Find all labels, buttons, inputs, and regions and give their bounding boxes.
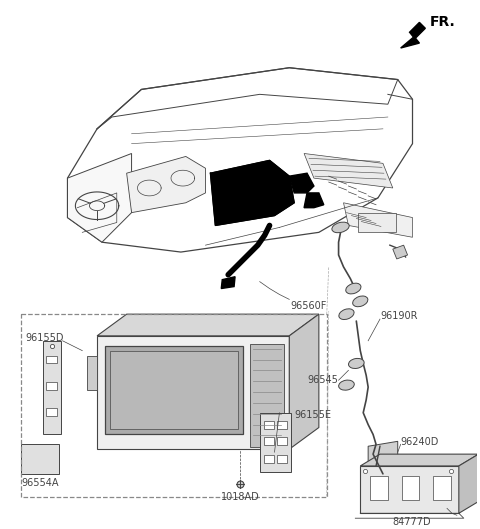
Text: 96155E: 96155E xyxy=(294,410,331,420)
Bar xyxy=(105,346,243,434)
Polygon shape xyxy=(210,160,294,225)
Ellipse shape xyxy=(348,359,364,369)
Polygon shape xyxy=(21,444,59,474)
Polygon shape xyxy=(360,466,459,513)
Bar xyxy=(370,476,388,500)
Ellipse shape xyxy=(332,222,349,233)
Polygon shape xyxy=(221,277,235,288)
Polygon shape xyxy=(368,441,398,464)
Text: 96190R: 96190R xyxy=(380,311,418,321)
Polygon shape xyxy=(304,193,324,208)
Polygon shape xyxy=(260,413,291,472)
Polygon shape xyxy=(393,245,408,259)
Polygon shape xyxy=(68,68,412,252)
Bar xyxy=(277,437,288,445)
Bar xyxy=(110,351,238,430)
Text: 84777D: 84777D xyxy=(393,517,432,527)
Ellipse shape xyxy=(346,283,361,294)
Bar xyxy=(264,437,274,445)
Text: 96240D: 96240D xyxy=(401,437,439,448)
Polygon shape xyxy=(97,336,289,449)
Ellipse shape xyxy=(353,296,368,307)
Polygon shape xyxy=(360,454,479,466)
Bar xyxy=(250,344,284,447)
Text: 96155D: 96155D xyxy=(25,333,64,343)
Bar xyxy=(46,382,57,390)
Bar xyxy=(277,455,288,463)
Polygon shape xyxy=(97,314,319,336)
Polygon shape xyxy=(304,153,393,188)
Polygon shape xyxy=(344,203,412,238)
Text: 96554A: 96554A xyxy=(21,478,59,488)
Bar xyxy=(21,314,327,497)
Bar xyxy=(264,455,274,463)
Polygon shape xyxy=(43,341,60,434)
Polygon shape xyxy=(289,314,319,449)
Polygon shape xyxy=(87,355,97,390)
Bar xyxy=(358,213,396,232)
Text: 96560F: 96560F xyxy=(291,302,327,312)
Polygon shape xyxy=(127,157,205,213)
Bar xyxy=(264,421,274,428)
Text: FR.: FR. xyxy=(429,15,455,30)
Bar xyxy=(433,476,451,500)
Text: 96545: 96545 xyxy=(308,375,338,385)
Bar xyxy=(277,421,288,428)
Bar xyxy=(402,476,420,500)
Text: 1018AD: 1018AD xyxy=(221,491,259,501)
Bar xyxy=(46,355,57,363)
Polygon shape xyxy=(289,173,314,193)
Bar xyxy=(46,408,57,416)
Polygon shape xyxy=(459,454,479,513)
Polygon shape xyxy=(68,153,132,242)
Polygon shape xyxy=(401,22,425,48)
Ellipse shape xyxy=(339,380,354,390)
Ellipse shape xyxy=(339,309,354,320)
